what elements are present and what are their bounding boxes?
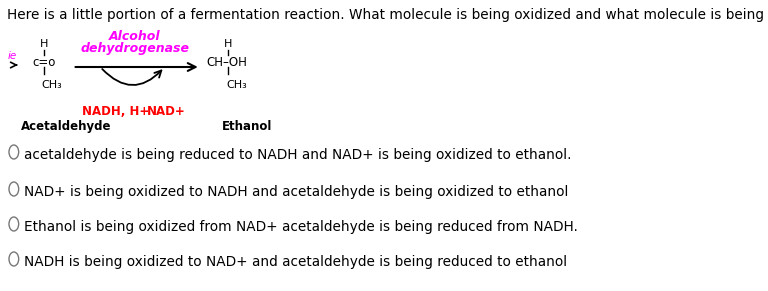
Text: ie: ie xyxy=(8,51,17,61)
Text: Alcohol: Alcohol xyxy=(109,30,161,43)
Text: NADH, H+: NADH, H+ xyxy=(81,105,149,118)
Text: Ethanol is being oxidized from NAD+ acetaldehyde is being reduced from NADH.: Ethanol is being oxidized from NAD+ acet… xyxy=(25,220,578,234)
Text: H: H xyxy=(224,39,233,49)
Text: CH₃: CH₃ xyxy=(41,80,62,90)
Text: c=o: c=o xyxy=(32,56,55,70)
Text: CH₃: CH₃ xyxy=(227,80,247,90)
Text: Ethanol: Ethanol xyxy=(221,120,272,133)
Text: H: H xyxy=(39,39,48,49)
Text: NAD+: NAD+ xyxy=(147,105,185,118)
Text: NADH is being oxidized to NAD+ and acetaldehyde is being reduced to ethanol: NADH is being oxidized to NAD+ and aceta… xyxy=(25,255,568,269)
Text: Here is a little portion of a fermentation reaction. What molecule is being oxid: Here is a little portion of a fermentati… xyxy=(7,8,768,22)
Text: dehydrogenase: dehydrogenase xyxy=(81,42,190,55)
Text: CH–OH: CH–OH xyxy=(207,56,247,70)
Text: Acetaldehyde: Acetaldehyde xyxy=(21,120,111,133)
Text: acetaldehyde is being reduced to NADH and NAD+ is being oxidized to ethanol.: acetaldehyde is being reduced to NADH an… xyxy=(25,148,571,162)
FancyArrowPatch shape xyxy=(102,69,161,85)
Text: NAD+ is being oxidized to NADH and acetaldehyde is being oxidized to ethanol: NAD+ is being oxidized to NADH and aceta… xyxy=(25,185,568,199)
